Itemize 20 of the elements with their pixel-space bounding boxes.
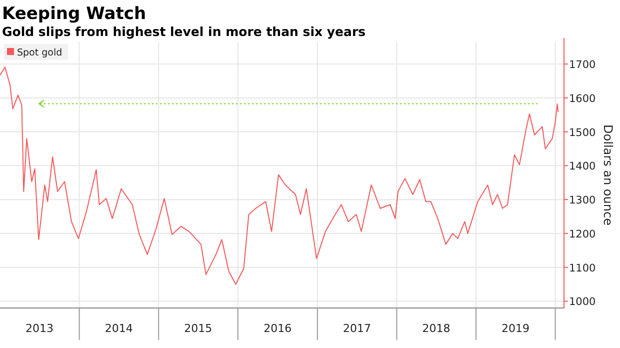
legend-label: Spot gold	[17, 48, 62, 58]
y-tick-label: 1100	[569, 262, 596, 274]
y-tick-label: 1600	[569, 92, 596, 105]
y-tick-label: 1700	[569, 59, 596, 72]
x-tick-label: 2017	[342, 322, 371, 335]
line-series	[0, 66, 559, 285]
x-tick-label: 2018	[422, 322, 450, 335]
y-axis-title: Dollars an ounce	[601, 124, 615, 226]
y-tick-label: 1300	[569, 194, 596, 207]
y-tick-label: 1500	[569, 126, 596, 139]
x-tick-label: 2016	[264, 322, 292, 335]
y-tick-label: 1000	[569, 296, 596, 308]
y-tick-label: 1200	[569, 228, 596, 240]
chart-subtitle: Gold slips from highest level in more than six years	[2, 24, 366, 39]
x-tick-label: 2019	[502, 322, 530, 335]
x-tick-label: 2014	[104, 322, 133, 335]
chart-title: Keeping Watch	[2, 4, 146, 24]
x-tick-label: 2013	[26, 322, 54, 335]
y-tick-label: 1400	[569, 160, 596, 173]
x-tick-label: 2015	[184, 322, 212, 335]
